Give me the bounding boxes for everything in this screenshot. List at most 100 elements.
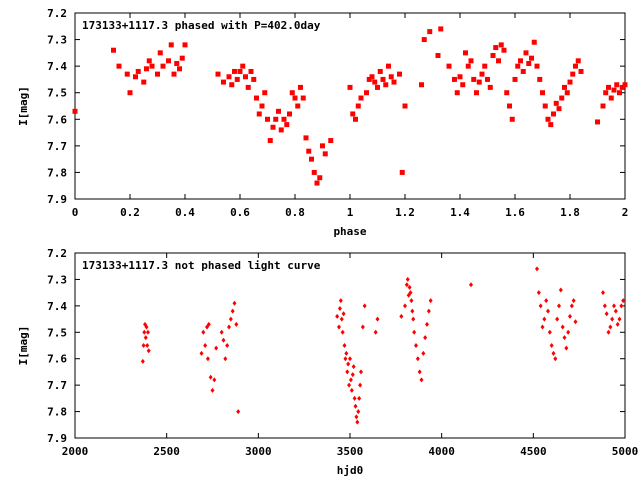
data-point <box>383 82 389 88</box>
data-point <box>278 127 284 133</box>
data-point <box>254 95 259 101</box>
data-point <box>375 316 380 322</box>
data-point <box>560 324 565 330</box>
data-point <box>267 138 273 144</box>
data-point <box>350 372 355 378</box>
data-point <box>548 122 554 128</box>
data-point <box>346 361 351 367</box>
data-point <box>276 108 281 114</box>
data-point <box>364 90 369 96</box>
y-tick-label: 7.7 <box>47 379 67 392</box>
data-point <box>421 350 426 356</box>
chart-title: 173133+1117.3 not phased light curve <box>82 259 321 272</box>
data-point <box>171 71 177 77</box>
data-point <box>405 276 410 282</box>
data-point <box>351 364 356 370</box>
data-point <box>350 111 356 117</box>
data-point <box>240 63 246 69</box>
data-point <box>144 66 149 72</box>
data-point <box>344 350 349 356</box>
data-point <box>409 298 414 304</box>
data-point <box>407 284 412 290</box>
data-point <box>608 95 614 101</box>
data-point <box>415 356 420 362</box>
data-point <box>562 335 567 341</box>
data-point <box>558 287 563 293</box>
data-point <box>223 356 228 362</box>
data-point <box>619 84 625 90</box>
data-point <box>311 169 317 175</box>
data-point <box>375 84 380 90</box>
data-point <box>140 358 145 364</box>
data-point <box>570 71 576 77</box>
data-point <box>397 71 402 77</box>
data-point <box>460 82 466 88</box>
x-tick-label: 1 <box>347 206 354 219</box>
data-point <box>210 387 215 393</box>
data-point <box>342 343 347 348</box>
data-point <box>537 76 543 82</box>
data-point <box>228 316 233 322</box>
data-point <box>468 58 474 64</box>
data-point <box>343 356 348 362</box>
data-point <box>111 47 116 53</box>
data-point <box>474 90 479 96</box>
data-point <box>262 90 268 96</box>
data-point <box>322 151 328 157</box>
data-point <box>564 90 570 96</box>
data-point <box>540 324 545 330</box>
data-point <box>610 316 615 322</box>
data-point <box>366 76 372 82</box>
data-point <box>259 103 265 109</box>
data-point <box>536 290 541 296</box>
data-point <box>549 343 554 348</box>
data-point <box>141 79 147 85</box>
data-point <box>602 303 607 309</box>
x-tick-label: 0.6 <box>230 206 250 219</box>
data-series <box>72 26 628 186</box>
data-point <box>386 63 391 69</box>
data-point <box>380 76 386 82</box>
x-tick-label: 0.2 <box>120 206 140 219</box>
data-point <box>230 308 235 314</box>
data-point <box>221 79 226 85</box>
data-point <box>571 298 576 304</box>
data-point <box>142 329 147 335</box>
x-tick-label: 0.8 <box>285 206 305 219</box>
data-point <box>341 311 346 317</box>
data-point <box>234 321 239 327</box>
data-point <box>339 316 344 322</box>
data-point <box>309 156 314 162</box>
data-point <box>399 169 405 175</box>
data-point <box>438 26 444 32</box>
data-point <box>206 321 211 327</box>
data-point <box>454 90 460 96</box>
data-point <box>485 76 490 82</box>
data-point <box>469 282 473 288</box>
data-point <box>452 76 457 82</box>
data-point <box>403 303 407 309</box>
data-point <box>446 63 452 69</box>
x-tick-label: 2500 <box>153 445 180 458</box>
y-tick-label: 7.5 <box>47 326 67 339</box>
x-tick-label: 4500 <box>520 445 547 458</box>
data-point <box>617 90 622 96</box>
data-point <box>515 63 521 69</box>
data-point <box>490 53 496 59</box>
data-point <box>601 290 605 296</box>
data-point <box>352 395 357 401</box>
data-point <box>348 356 352 362</box>
data-point <box>270 124 276 130</box>
data-point <box>512 76 518 82</box>
data-point <box>612 303 616 309</box>
data-point <box>369 74 375 80</box>
phased-light-curve-panel: 0 0.2 0.4 0.6 0.8 1 1.2 1.4 1.6 1.8 2 7.2 7.3 7.4 7.5 7… <box>17 7 628 238</box>
data-point <box>226 74 232 80</box>
data-point <box>419 82 424 88</box>
plot-frame <box>74 12 626 200</box>
data-point <box>215 71 221 77</box>
y-tick-label: 7.4 <box>47 300 67 313</box>
data-point <box>306 148 312 154</box>
data-point <box>362 303 367 309</box>
data-point <box>273 116 279 122</box>
